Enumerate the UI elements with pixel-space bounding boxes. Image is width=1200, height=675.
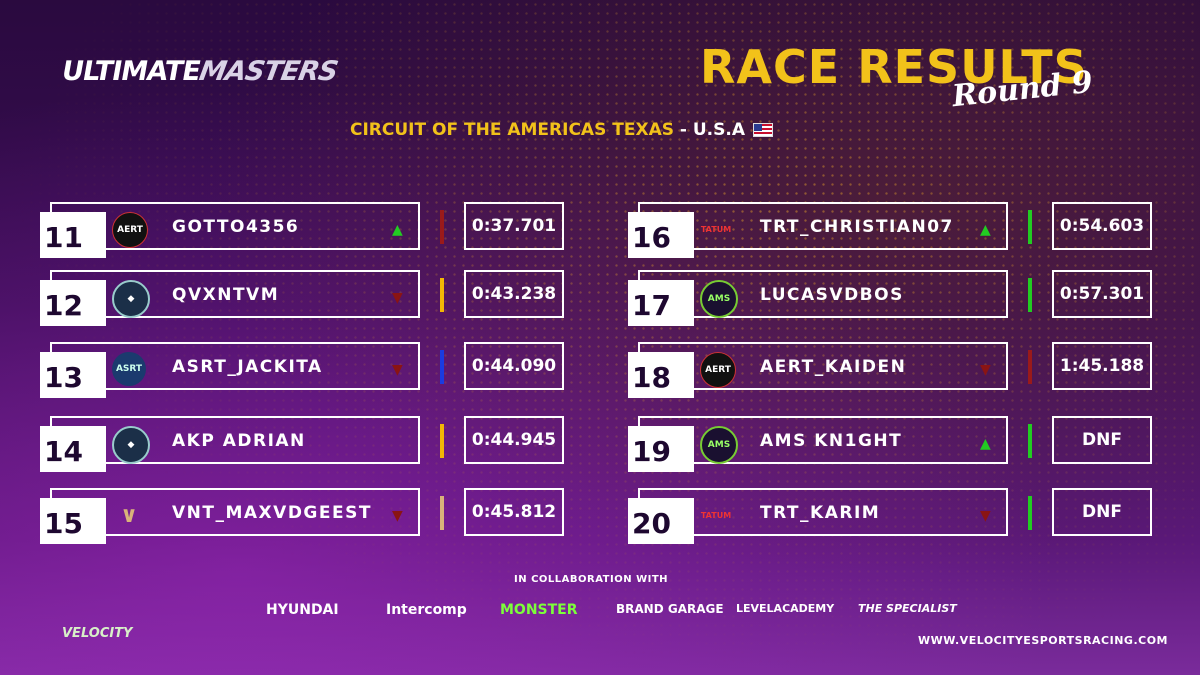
driver-box: ASRT ASRT_JACKITA ▼ bbox=[50, 342, 420, 390]
team-logo-icon: TATUM bbox=[700, 510, 732, 520]
result-row: ASRT ASRT_JACKITA ▼ 13 0:44.090 bbox=[40, 342, 580, 402]
driver-box: ◆ AKP ADRIAN bbox=[50, 416, 420, 464]
us-flag-icon bbox=[752, 123, 773, 137]
lap-time: 1:45.188 bbox=[1052, 342, 1152, 390]
position-number: 18 bbox=[628, 352, 694, 398]
sponsor-level-academy: LEVELACADEMY bbox=[736, 602, 835, 615]
team-color-bar bbox=[440, 496, 444, 530]
sponsor-hyundai: HYUNDAI bbox=[266, 602, 339, 618]
position-down-arrow-icon: ▼ bbox=[392, 508, 403, 524]
team-logo-icon: TATUM bbox=[700, 224, 732, 234]
position-number: 17 bbox=[628, 280, 694, 326]
result-row: AERT GOTTO4356 ▲ 11 0:37.701 bbox=[40, 202, 580, 262]
team-color-bar bbox=[1028, 496, 1032, 530]
driver-box: AERT GOTTO4356 ▲ bbox=[50, 202, 420, 250]
driver-box: AMS AMS KN1GHT ▲ bbox=[638, 416, 1008, 464]
lap-time: DNF bbox=[1052, 416, 1152, 464]
position-number: 12 bbox=[40, 280, 106, 326]
team-logo-icon: ASRT bbox=[112, 352, 146, 386]
position-number: 16 bbox=[628, 212, 694, 258]
result-row: TATUM TRT_KARIM ▼ 20 DNF bbox=[628, 488, 1168, 548]
position-number: 15 bbox=[40, 498, 106, 544]
team-logo-icon: AMS bbox=[700, 280, 738, 318]
team-color-bar bbox=[1028, 210, 1032, 244]
website-url: WWW.VELOCITYESPORTSRACING.COM bbox=[918, 634, 1168, 647]
team-logo-icon: ◆ bbox=[112, 280, 150, 318]
result-row: ◆ QVXNTVM ▼ 12 0:43.238 bbox=[40, 270, 580, 330]
team-color-bar bbox=[440, 424, 444, 458]
position-down-arrow-icon: ▼ bbox=[392, 362, 403, 378]
sponsor-intercomp: Intercomp bbox=[386, 602, 467, 618]
lap-time: 0:45.812 bbox=[464, 488, 564, 536]
lap-time: 0:57.301 bbox=[1052, 270, 1152, 318]
position-up-arrow-icon: ▲ bbox=[392, 222, 403, 238]
result-row: TATUM TRT_CHRISTIAN07 ▲ 16 0:54.603 bbox=[628, 202, 1168, 262]
sponsor-monster: MONSTER bbox=[500, 602, 578, 618]
ultimate-masters-logo: ULTIMATEMASTERS bbox=[59, 56, 340, 87]
driver-name: VNT_MAXVDGEEST bbox=[172, 503, 372, 523]
team-color-bar bbox=[440, 278, 444, 312]
team-color-bar bbox=[1028, 278, 1032, 312]
result-row: AMS AMS KN1GHT ▲ 19 DNF bbox=[628, 416, 1168, 476]
driver-name: QVXNTVM bbox=[172, 285, 280, 305]
driver-box: AMS LUCASVDBOS bbox=[638, 270, 1008, 318]
lap-time: 0:43.238 bbox=[464, 270, 564, 318]
position-up-arrow-icon: ▲ bbox=[980, 436, 991, 452]
result-row: ∨ VNT_MAXVDGEEST ▼ 15 0:45.812 bbox=[40, 488, 580, 548]
team-logo-icon: AERT bbox=[112, 212, 148, 248]
result-row: AMS LUCASVDBOS 17 0:57.301 bbox=[628, 270, 1168, 330]
driver-name: GOTTO4356 bbox=[172, 217, 300, 237]
position-number: 14 bbox=[40, 426, 106, 472]
lap-time: 0:44.090 bbox=[464, 342, 564, 390]
team-logo-icon: AERT bbox=[700, 352, 736, 388]
position-number: 20 bbox=[628, 498, 694, 544]
result-row: ◆ AKP ADRIAN 14 0:44.945 bbox=[40, 416, 580, 476]
lap-time: DNF bbox=[1052, 488, 1152, 536]
driver-name: ASRT_JACKITA bbox=[172, 357, 323, 377]
sponsor-the-specialist: THE SPECIALIST bbox=[858, 602, 957, 615]
driver-name: AKP ADRIAN bbox=[172, 431, 306, 451]
collab-label: IN COLLABORATION WITH bbox=[514, 574, 669, 585]
team-logo-icon: AMS bbox=[700, 426, 738, 464]
position-number: 11 bbox=[40, 212, 106, 258]
driver-box: TATUM TRT_CHRISTIAN07 ▲ bbox=[638, 202, 1008, 250]
driver-name: TRT_KARIM bbox=[760, 503, 881, 523]
result-row: AERT AERT_KAIDEN ▼ 18 1:45.188 bbox=[628, 342, 1168, 402]
velocity-logo: VELOCITY bbox=[62, 626, 133, 641]
team-color-bar bbox=[440, 350, 444, 384]
sponsor-brand-garage: BRAND GARAGE bbox=[616, 602, 724, 616]
page-title: RACE RESULTS bbox=[700, 40, 1088, 94]
position-number: 13 bbox=[40, 352, 106, 398]
driver-name: LUCASVDBOS bbox=[760, 285, 904, 305]
team-color-bar bbox=[1028, 350, 1032, 384]
position-down-arrow-icon: ▼ bbox=[392, 290, 403, 306]
position-down-arrow-icon: ▼ bbox=[980, 508, 991, 524]
position-down-arrow-icon: ▼ bbox=[980, 362, 991, 378]
team-logo-icon: ◆ bbox=[112, 426, 150, 464]
team-logo-icon: ∨ bbox=[120, 502, 138, 528]
venue-country: - U.S.A bbox=[673, 120, 745, 140]
driver-name: AMS KN1GHT bbox=[760, 431, 903, 451]
venue-line: CIRCUIT OF THE AMERICAS TEXAS - U.S.A bbox=[350, 120, 773, 140]
lap-time: 0:54.603 bbox=[1052, 202, 1152, 250]
lap-time: 0:37.701 bbox=[464, 202, 564, 250]
driver-name: AERT_KAIDEN bbox=[760, 357, 907, 377]
team-color-bar bbox=[440, 210, 444, 244]
venue-name: CIRCUIT OF THE AMERICAS TEXAS bbox=[350, 120, 674, 140]
driver-name: TRT_CHRISTIAN07 bbox=[760, 217, 954, 237]
lap-time: 0:44.945 bbox=[464, 416, 564, 464]
team-color-bar bbox=[1028, 424, 1032, 458]
position-up-arrow-icon: ▲ bbox=[980, 222, 991, 238]
position-number: 19 bbox=[628, 426, 694, 472]
